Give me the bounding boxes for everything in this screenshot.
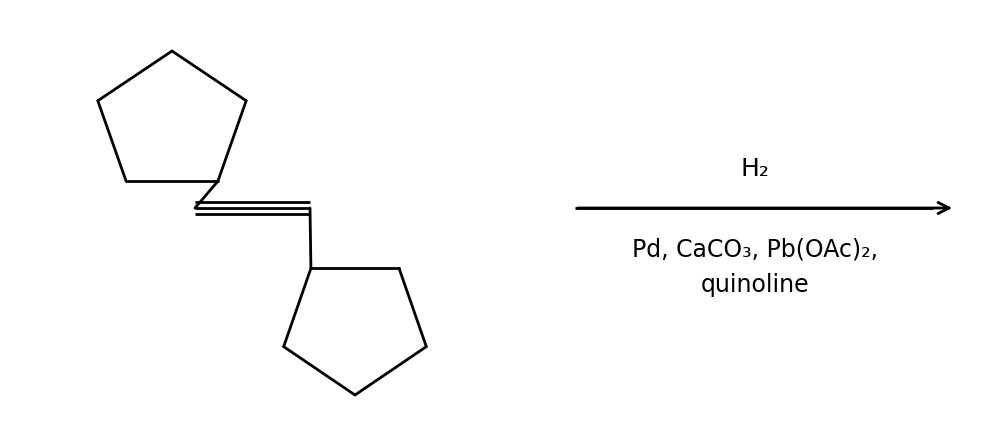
Text: H₂: H₂ [741, 157, 769, 181]
Text: Pd, CaCO₃, Pb(OAc)₂,: Pd, CaCO₃, Pb(OAc)₂, [632, 238, 878, 262]
Text: quinoline: quinoline [701, 273, 809, 297]
